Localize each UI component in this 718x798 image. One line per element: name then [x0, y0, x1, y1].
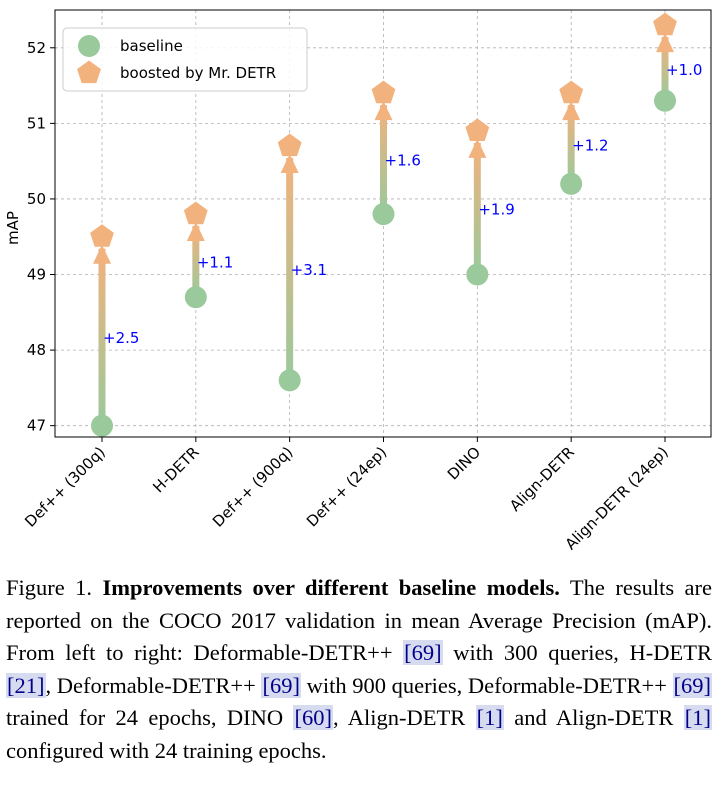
- boosted-point: [559, 80, 584, 104]
- improvement-arrow-shaft: [473, 142, 481, 275]
- baseline-point: [372, 203, 395, 226]
- caption-text: , Align-DETR: [332, 705, 466, 730]
- x-tick-label: Def++ (300q): [21, 443, 109, 531]
- improvement-arrow-shaft: [286, 158, 294, 381]
- baseline-point: [278, 369, 301, 392]
- improvement-arrows: [93, 33, 674, 426]
- improvement-arrow-head: [562, 101, 581, 121]
- citation-link[interactable]: [1]: [683, 705, 713, 730]
- boosted-point: [465, 118, 490, 141]
- improvement-label: +1.6: [385, 152, 421, 170]
- caption-title: Improvements over different baseline mod…: [102, 575, 560, 600]
- figure-caption: Figure 1. Improvements over different ba…: [6, 572, 713, 767]
- y-axis-label: mAP: [4, 211, 22, 245]
- improvement-arrow-shaft: [98, 248, 106, 426]
- data-points: [90, 12, 677, 437]
- improvement-arrow-head: [656, 33, 674, 53]
- baseline-point: [466, 263, 489, 286]
- boosted-point: [90, 224, 114, 247]
- baseline-point: [91, 414, 113, 437]
- baseline-point: [184, 286, 207, 309]
- boosted-point: [183, 201, 208, 225]
- improvement-label: +3.1: [291, 261, 327, 279]
- legend-boosted-marker: [77, 60, 101, 84]
- y-tick-label: 52: [27, 39, 46, 57]
- boosted-point: [653, 12, 677, 36]
- baseline-point: [654, 89, 676, 112]
- improvement-label: +1.1: [197, 254, 233, 272]
- x-tick-label: Align-DETR (24ep): [562, 443, 672, 553]
- improvement-arrow-shaft: [567, 105, 575, 184]
- y-tick-label: 50: [27, 190, 46, 208]
- caption-text: configured with 24 training epochs.: [6, 737, 327, 763]
- baseline-point: [560, 172, 583, 195]
- mr-detr-chart: +2.5 +1.1 +3.1 +1.6 +1.9 +1.2 +1.0 47 48 49 50 51 5…: [4, 9, 712, 553]
- boosted-point: [277, 133, 302, 157]
- y-tick-label: 51: [27, 114, 46, 132]
- improvement-arrow-head: [374, 101, 393, 121]
- citation-link[interactable]: [1]: [475, 705, 504, 730]
- improvement-arrow-shaft: [380, 105, 387, 215]
- x-tick-label: Align-DETR: [506, 443, 578, 515]
- improvement-arrow-head: [468, 138, 487, 158]
- legend-box: [62, 27, 308, 92]
- y-tick-label: 48: [27, 341, 46, 359]
- improvement-label: +2.5: [103, 329, 139, 347]
- caption-text: The results are reported on the COCO 201…: [6, 575, 712, 665]
- improvement-label: +1.9: [478, 201, 514, 219]
- legend-baseline-label: baseline: [120, 37, 183, 55]
- citation-link[interactable]: [60]: [293, 705, 333, 730]
- legend: baseline boosted by Mr. DETR: [62, 27, 308, 92]
- caption-label: Figure 1.: [6, 575, 93, 600]
- improvement-label: +1.2: [572, 136, 608, 154]
- y-axis-ticks: 47 48 49 50 51 52: [27, 39, 55, 435]
- improvement-label: +1.0: [666, 61, 702, 79]
- boosted-point: [371, 80, 396, 104]
- caption-text: and Align-DETR: [514, 705, 674, 730]
- x-tick-label: H-DETR: [149, 443, 202, 496]
- improvement-arrow-head: [280, 154, 299, 174]
- improvement-labels: +2.5 +1.1 +3.1 +1.6 +1.9 +1.2 +1.0: [103, 61, 702, 347]
- x-axis-ticks: Def++ (300q) H-DETR Def++ (900q) Def++ (24e…: [21, 437, 672, 553]
- caption-text: trained for 24 epochs, DINO: [6, 705, 284, 730]
- x-tick-label: Def++ (24ep): [303, 443, 390, 530]
- x-tick-label: Def++ (900q): [209, 443, 297, 531]
- caption-text: with 900 queries, Deformable-DETR++: [306, 672, 667, 698]
- citation-link[interactable]: [69]: [403, 640, 443, 665]
- legend-boosted-label: boosted by Mr. DETR: [120, 64, 276, 82]
- citation-link[interactable]: [69]: [672, 672, 713, 698]
- improvement-arrow-head: [186, 222, 205, 242]
- legend-baseline-marker: [78, 35, 100, 57]
- caption-text: , Deformable-DETR++: [45, 672, 256, 698]
- y-tick-label: 49: [27, 266, 46, 284]
- improvement-arrow-shaft: [661, 37, 669, 101]
- citation-link[interactable]: [21]: [6, 672, 46, 698]
- improvement-arrow-shaft: [192, 226, 200, 298]
- citation-link[interactable]: [69]: [261, 672, 301, 698]
- caption-text: with 300 queries, H-DETR: [453, 640, 712, 665]
- x-tick-label: DINO: [444, 443, 484, 483]
- improvement-arrow-head: [93, 244, 111, 264]
- y-tick-label: 47: [27, 417, 46, 435]
